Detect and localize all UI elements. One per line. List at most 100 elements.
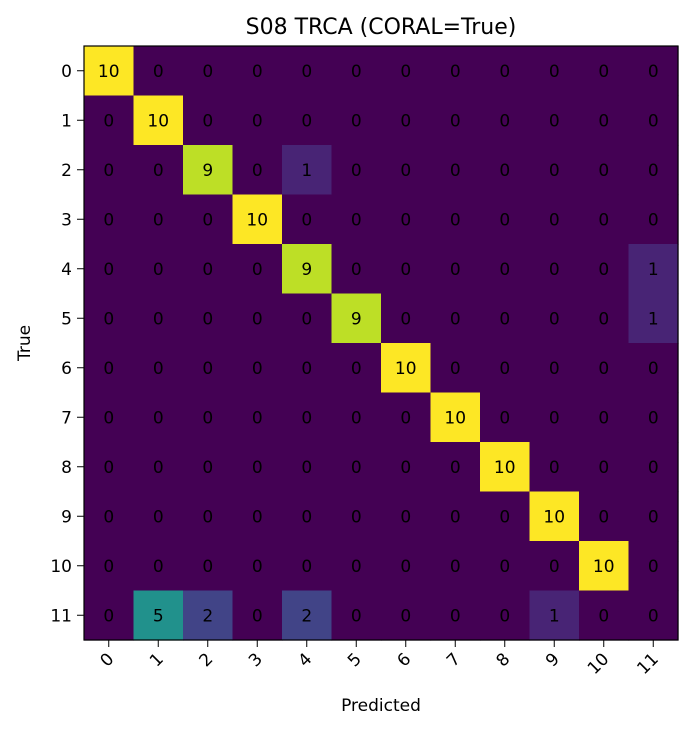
heatmap-cell: [628, 541, 679, 592]
heatmap-cell: [579, 343, 630, 394]
cell-value-label: 0: [202, 260, 213, 280]
heatmap-cell: [133, 46, 184, 97]
heatmap-cell-labels: 10 0 0 0 0 0 0 0 0 0 0 00 10 0 0 0 0 0 0 0 0 0 00 0 9 0 1 0 0 0 0 0 0 00 0…: [98, 62, 659, 627]
cell-value-label: 0: [351, 458, 362, 478]
heatmap-cell: [480, 46, 531, 97]
heatmap-cell: [381, 590, 432, 641]
heatmap-cell: [430, 244, 481, 295]
cell-value-label: 0: [153, 408, 164, 428]
heatmap-cell: [529, 95, 580, 146]
heatmap-cell: [183, 244, 234, 295]
heatmap-cell: [232, 145, 283, 196]
cell-value-label: 0: [499, 557, 510, 577]
x-tick-label: 2: [195, 649, 217, 671]
cell-value-label: 0: [400, 408, 411, 428]
heatmap-cell: [381, 293, 432, 344]
x-tick-label: 0: [96, 649, 118, 671]
heatmap-cell: [331, 293, 382, 344]
heatmap-cell: [579, 392, 630, 443]
cell-value-label: 0: [153, 260, 164, 280]
x-tick-label: 6: [393, 649, 415, 671]
heatmap-cell: [331, 244, 382, 295]
cell-value-label: 0: [202, 210, 213, 230]
x-tick-label: 1: [146, 649, 168, 671]
heatmap-cell: [628, 491, 679, 542]
x-tick-label: 3: [245, 649, 267, 671]
cell-value-label: 0: [351, 408, 362, 428]
heatmap-cell: [232, 392, 283, 443]
cell-value-label: 0: [252, 408, 263, 428]
cell-value-label: 0: [499, 210, 510, 230]
cell-value-label: 0: [103, 260, 114, 280]
heatmap-cell: [84, 343, 135, 394]
heatmap-cell: [183, 194, 234, 245]
cell-value-label: 0: [400, 309, 411, 329]
x-tick-label: 8: [492, 649, 514, 671]
cell-value-label: 0: [301, 507, 312, 527]
heatmap-cell: [133, 491, 184, 542]
cell-value-label: 9: [202, 161, 213, 181]
heatmap-cell: [232, 590, 283, 641]
heatmap-cell: [430, 145, 481, 196]
cell-value-label: 0: [301, 309, 312, 329]
cell-value-label: 0: [252, 507, 263, 527]
cell-value-label: 0: [499, 111, 510, 131]
cell-value-label: 0: [103, 309, 114, 329]
cell-value-label: 9: [351, 309, 362, 329]
y-axis-ticks: 0 1 2 3 4 5 6 7 8 9 10 11: [50, 62, 84, 626]
cell-value-label: 0: [301, 62, 312, 82]
cell-value-label: 10: [395, 359, 417, 379]
cell-value-label: 0: [549, 458, 560, 478]
heatmap-cell: [84, 95, 135, 146]
cell-value-label: 0: [400, 507, 411, 527]
cell-value-label: 2: [202, 606, 213, 626]
heatmap-cell: [133, 95, 184, 146]
y-tick-label: 7: [61, 408, 72, 428]
heatmap-cell: [480, 491, 531, 542]
cell-value-label: 0: [598, 62, 609, 82]
cell-value-label: 10: [246, 210, 268, 230]
cell-value-label: 0: [351, 161, 362, 181]
cell-value-label: 0: [301, 359, 312, 379]
cell-value-label: 0: [549, 111, 560, 131]
cell-value-label: 0: [400, 260, 411, 280]
cell-value-label: 0: [400, 557, 411, 577]
cell-value-label: 0: [153, 309, 164, 329]
cell-value-label: 0: [351, 62, 362, 82]
heatmap-cell: [183, 293, 234, 344]
plot-frame: [83, 45, 679, 641]
cell-value-label: 0: [450, 507, 461, 527]
heatmap-cell: [480, 392, 531, 443]
heatmap-cell: [480, 590, 531, 641]
y-tick-label: 9: [61, 507, 72, 527]
heatmap-cell: [381, 343, 432, 394]
y-tick-label: 0: [61, 62, 72, 82]
heatmap-cell: [529, 46, 580, 97]
cell-value-label: 0: [648, 408, 659, 428]
cell-value-label: 0: [252, 458, 263, 478]
cell-value-label: 0: [252, 606, 263, 626]
heatmap-cell: [381, 491, 432, 542]
heatmap-cell: [579, 46, 630, 97]
cell-value-label: 0: [598, 507, 609, 527]
cell-value-label: 0: [648, 359, 659, 379]
heatmap-cell: [331, 145, 382, 196]
heatmap-cell: [232, 95, 283, 146]
heatmap-cell: [282, 392, 333, 443]
cell-value-label: 0: [450, 260, 461, 280]
cell-value-label: 0: [202, 359, 213, 379]
cell-value-label: 0: [400, 111, 411, 131]
cell-value-label: 0: [499, 161, 510, 181]
cell-value-label: 0: [202, 507, 213, 527]
heatmap-cell: [480, 343, 531, 394]
cell-value-label: 0: [648, 507, 659, 527]
cell-value-label: 2: [301, 606, 312, 626]
cell-value-label: 0: [400, 161, 411, 181]
cell-value-label: 0: [301, 557, 312, 577]
heatmap-cell: [84, 491, 135, 542]
cell-value-label: 0: [598, 260, 609, 280]
heatmap-cell: [381, 194, 432, 245]
heatmap-cell: [84, 541, 135, 592]
heatmap-cell: [282, 590, 333, 641]
cell-value-label: 0: [598, 161, 609, 181]
